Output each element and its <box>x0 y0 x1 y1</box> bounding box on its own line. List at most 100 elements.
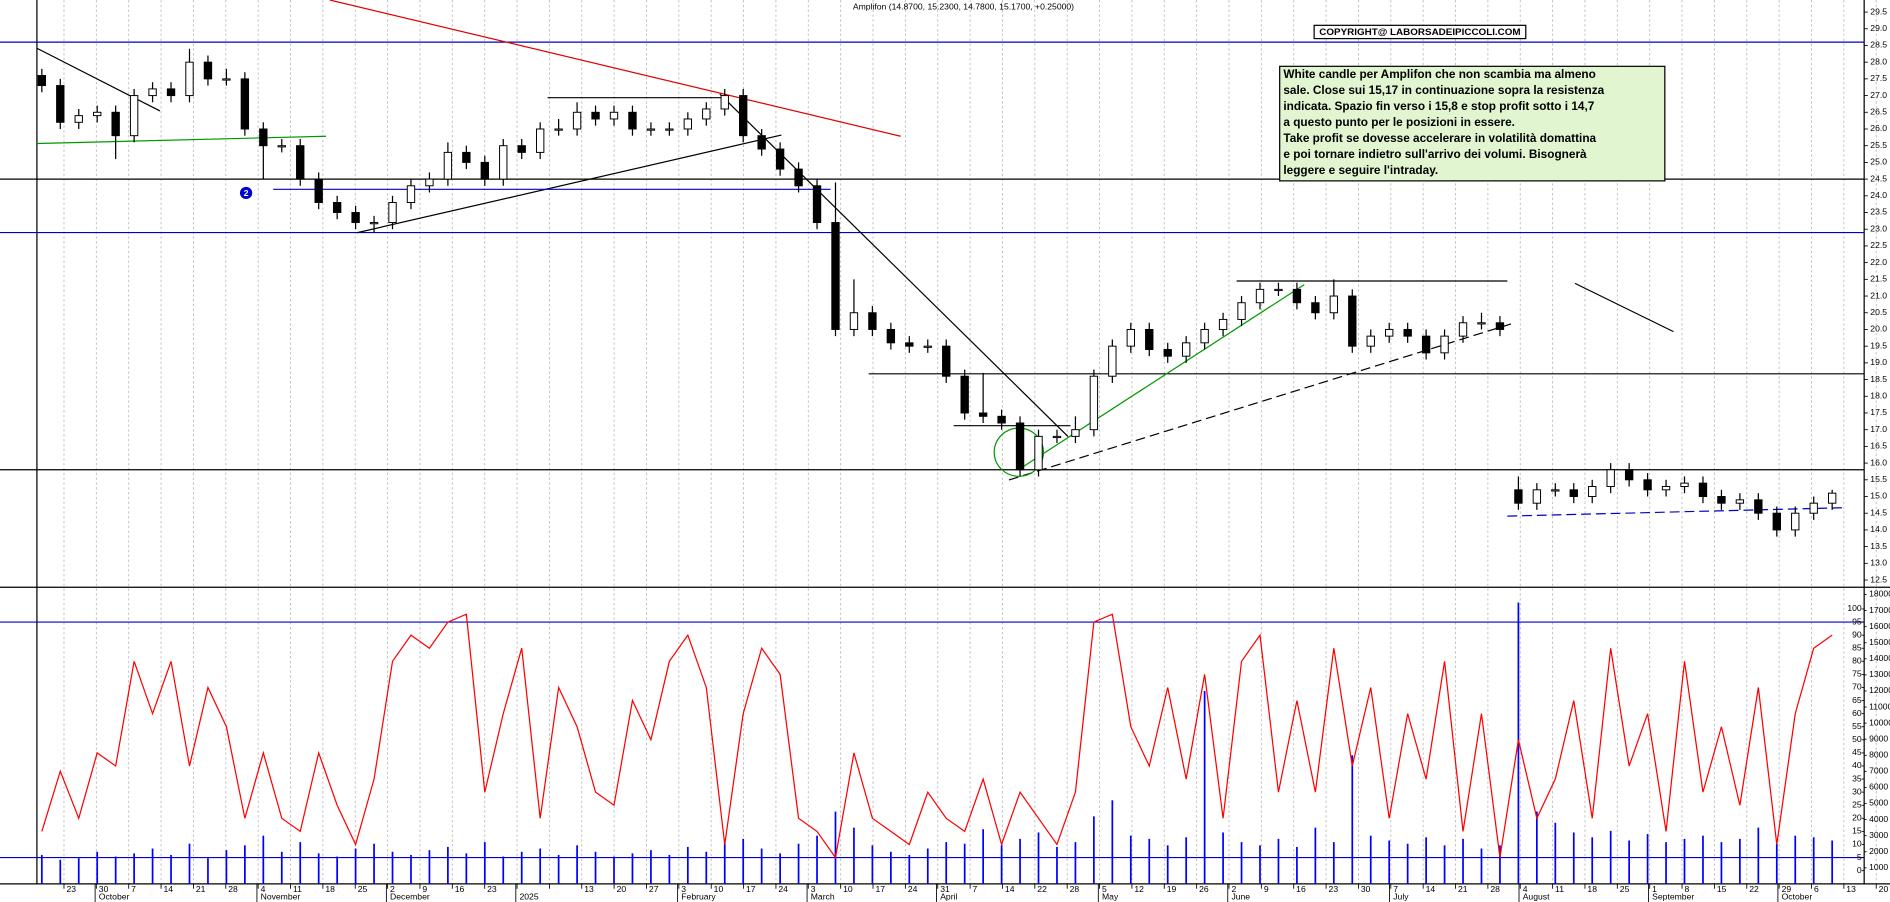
volume-bar <box>1369 835 1372 884</box>
oscillator <box>41 613 1833 860</box>
trend-line <box>36 47 161 112</box>
volume-bar <box>594 851 597 884</box>
candle-body <box>572 111 582 130</box>
y-tick-label: 14.0 <box>1870 524 1887 534</box>
volume-bar <box>889 851 892 884</box>
x-tick-label: 11 <box>1555 884 1564 894</box>
volume-tick-label: 7000 <box>1869 766 1888 776</box>
candle-body <box>148 88 157 97</box>
annotation-line: leggere e seguire l'intraday. <box>1283 164 1438 177</box>
y-tick-label: 13.5 <box>1870 541 1887 551</box>
x-tick-label: 14 <box>164 884 174 894</box>
candle-body <box>1366 335 1375 347</box>
volume-bar <box>1702 835 1704 884</box>
volume-bar <box>133 853 135 884</box>
volume-tick-label: 11000 <box>1869 701 1890 711</box>
candle-body <box>1200 328 1209 344</box>
volume-tick-label: 8000 <box>1869 750 1888 760</box>
osc-tick-label: 90 <box>1852 629 1862 639</box>
volume-bar <box>1259 845 1261 884</box>
volume-bar <box>1535 811 1538 884</box>
x-tick-label: 14 <box>1426 884 1436 894</box>
volume-bar <box>1739 838 1741 884</box>
candle-body <box>886 328 896 344</box>
candle-body <box>702 108 711 120</box>
volume-tick-label: 6000 <box>1869 782 1888 792</box>
candle-body <box>1015 422 1025 471</box>
volume-bar <box>1609 830 1612 884</box>
candle-body <box>923 345 932 348</box>
x-tick-label: 23 <box>66 884 76 894</box>
candle-body <box>166 88 176 97</box>
candle-body <box>1237 302 1246 320</box>
candle-body <box>129 95 139 137</box>
candle-body <box>480 161 489 180</box>
annotation-box <box>1279 65 1666 182</box>
y-tick-label: 29.0 <box>1870 23 1887 33</box>
volume-bar <box>336 856 339 884</box>
y-tick-label: 13.0 <box>1870 558 1887 568</box>
volume-bar <box>1554 822 1557 884</box>
volume-bar <box>742 838 745 884</box>
x-tick-label: 18 <box>1587 884 1597 894</box>
x-tick-label: 4 <box>261 884 266 894</box>
volume-bar <box>1166 845 1169 884</box>
volume-bar <box>1185 837 1188 884</box>
candle-body <box>93 111 102 117</box>
candle-body <box>1606 469 1615 487</box>
volume-bar <box>631 853 634 884</box>
volume-bar <box>982 829 985 884</box>
y-tick-label: 27.5 <box>1870 73 1887 83</box>
candle-body <box>74 115 83 123</box>
volume-bar <box>539 848 542 884</box>
volume-tick-label: 4000 <box>1869 814 1888 824</box>
candle-body <box>535 128 545 153</box>
candle-body <box>1034 435 1043 471</box>
y-tick-label: 14.5 <box>1870 508 1887 518</box>
osc-tick-label: 100 <box>1847 603 1862 613</box>
x-tick-label: 26 <box>1199 884 1209 894</box>
volume-bar <box>1277 838 1280 884</box>
candle-body <box>185 61 194 97</box>
volume-bar <box>1093 816 1095 884</box>
annotation-line: sale. Close sui 15,17 in continuazione s… <box>1283 84 1604 97</box>
candle-body <box>1514 489 1523 504</box>
volume-bar <box>1129 835 1132 884</box>
volume-bar <box>1572 832 1575 884</box>
x-tick-label: 4 <box>1523 884 1528 894</box>
volume-bar <box>1222 832 1224 884</box>
candle-body <box>1311 302 1320 314</box>
candle-body <box>259 128 268 147</box>
volume-bar <box>188 843 191 884</box>
candle-body <box>1403 328 1412 337</box>
candle-body <box>775 148 785 170</box>
trend-line <box>329 0 901 137</box>
volume-bar <box>465 853 468 884</box>
volume-tick-label: 3000 <box>1869 830 1888 840</box>
volume-bar <box>816 835 818 884</box>
month-label: May <box>1102 891 1119 901</box>
volume-bar <box>96 851 99 884</box>
y-tick-label: 27.0 <box>1870 90 1887 100</box>
y-tick-label: 12.5 <box>1870 574 1887 584</box>
candle-body <box>849 312 859 330</box>
oscillator-line <box>41 613 1833 860</box>
x-tick-label: 2 <box>1231 884 1236 894</box>
candle-body <box>1588 485 1597 497</box>
volume-bar <box>1462 838 1464 884</box>
x-tick-label: 28 <box>1490 884 1500 894</box>
osc-tick-label: 35 <box>1852 773 1862 783</box>
copyright: COPYRIGHT@ LABORSADEIPICCOLI.COM <box>1319 27 1520 38</box>
candle-body <box>1108 345 1117 377</box>
volume-bar <box>1296 846 1298 884</box>
y-tick-label: 26.5 <box>1870 107 1887 117</box>
osc-tick-label: 10 <box>1852 839 1862 849</box>
y-tick-label: 26.0 <box>1870 123 1887 133</box>
candle-body <box>240 78 250 130</box>
osc-tick-label: 85 <box>1852 643 1862 653</box>
candle-body <box>277 145 286 148</box>
candle-body <box>997 415 1006 424</box>
candle-body <box>1255 288 1265 304</box>
volume-bar <box>280 851 283 884</box>
